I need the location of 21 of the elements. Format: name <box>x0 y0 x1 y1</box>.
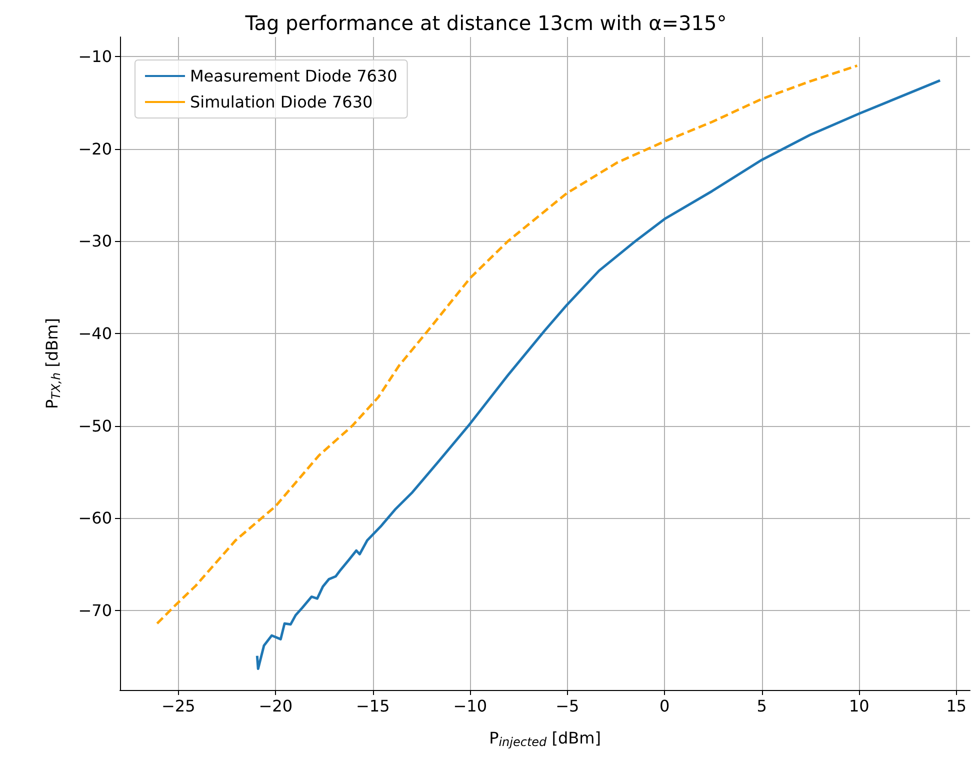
x-tick-label: −20 <box>258 696 292 716</box>
y-tick-label: −70 <box>78 601 112 620</box>
x-tick-label: −15 <box>356 696 390 716</box>
y-tick-label: −30 <box>78 232 112 251</box>
x-tick-label: 15 <box>946 696 967 716</box>
y-tick-label: −50 <box>78 416 112 436</box>
x-tick-label: −10 <box>453 696 487 716</box>
legend-label: Simulation Diode 7630 <box>190 92 373 112</box>
x-tick-label: 10 <box>848 696 870 716</box>
y-tick-label: −40 <box>78 324 112 343</box>
y-tick-label: −10 <box>78 46 112 66</box>
x-tick-label: 5 <box>756 696 767 716</box>
y-axis-title: PTX,h [dBm] <box>42 318 63 409</box>
y-tick-label: −60 <box>78 508 112 528</box>
x-tick-label: −25 <box>161 696 196 716</box>
y-tick-label: −20 <box>78 139 112 158</box>
line-series <box>156 64 858 625</box>
x-tick-label: 0 <box>660 696 670 716</box>
x-tick-label: −5 <box>556 696 580 716</box>
legend-label: Measurement Diode 7630 <box>190 66 398 86</box>
chart-title: Tag performance at distance 13cm with α=315° <box>244 11 727 35</box>
